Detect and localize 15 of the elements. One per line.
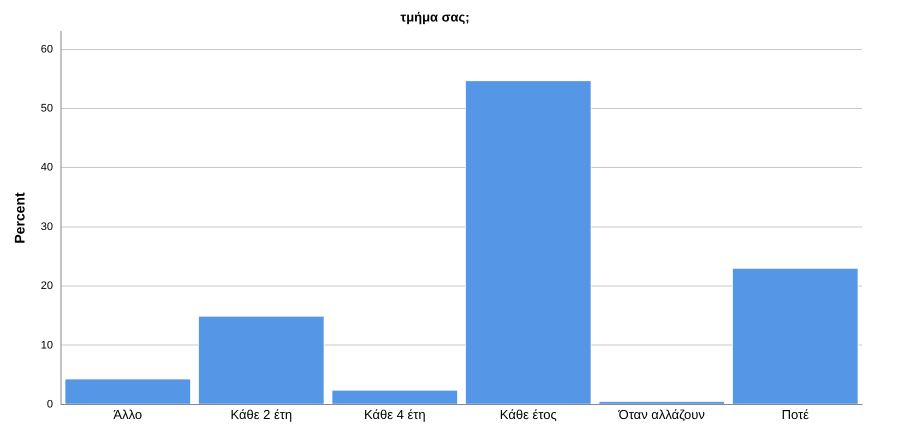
- y-tick-label: 30: [40, 220, 54, 233]
- y-tick-label: 20: [40, 280, 54, 292]
- y-tick-label: 40: [40, 162, 54, 174]
- y-tick-label: 0: [46, 398, 54, 410]
- x-tick-label: Κάθε 2 έτη: [230, 406, 292, 422]
- chart-title: τμήμα σας;: [400, 9, 470, 24]
- y-tick-label: 60: [40, 43, 54, 56]
- x-tick-label: Κάθε 4 έτη: [364, 406, 426, 422]
- y-axis-title: Percent: [11, 192, 28, 244]
- x-tick-label: Ποτέ: [782, 406, 810, 422]
- y-tick-label: 50: [40, 102, 54, 115]
- x-tick-label: Άλλο: [113, 406, 142, 422]
- x-tick-label: Κάθε έτος: [500, 406, 557, 422]
- x-tick-label: Όταν αλλάζουν: [618, 406, 705, 422]
- y-tick-label: 10: [40, 339, 54, 352]
